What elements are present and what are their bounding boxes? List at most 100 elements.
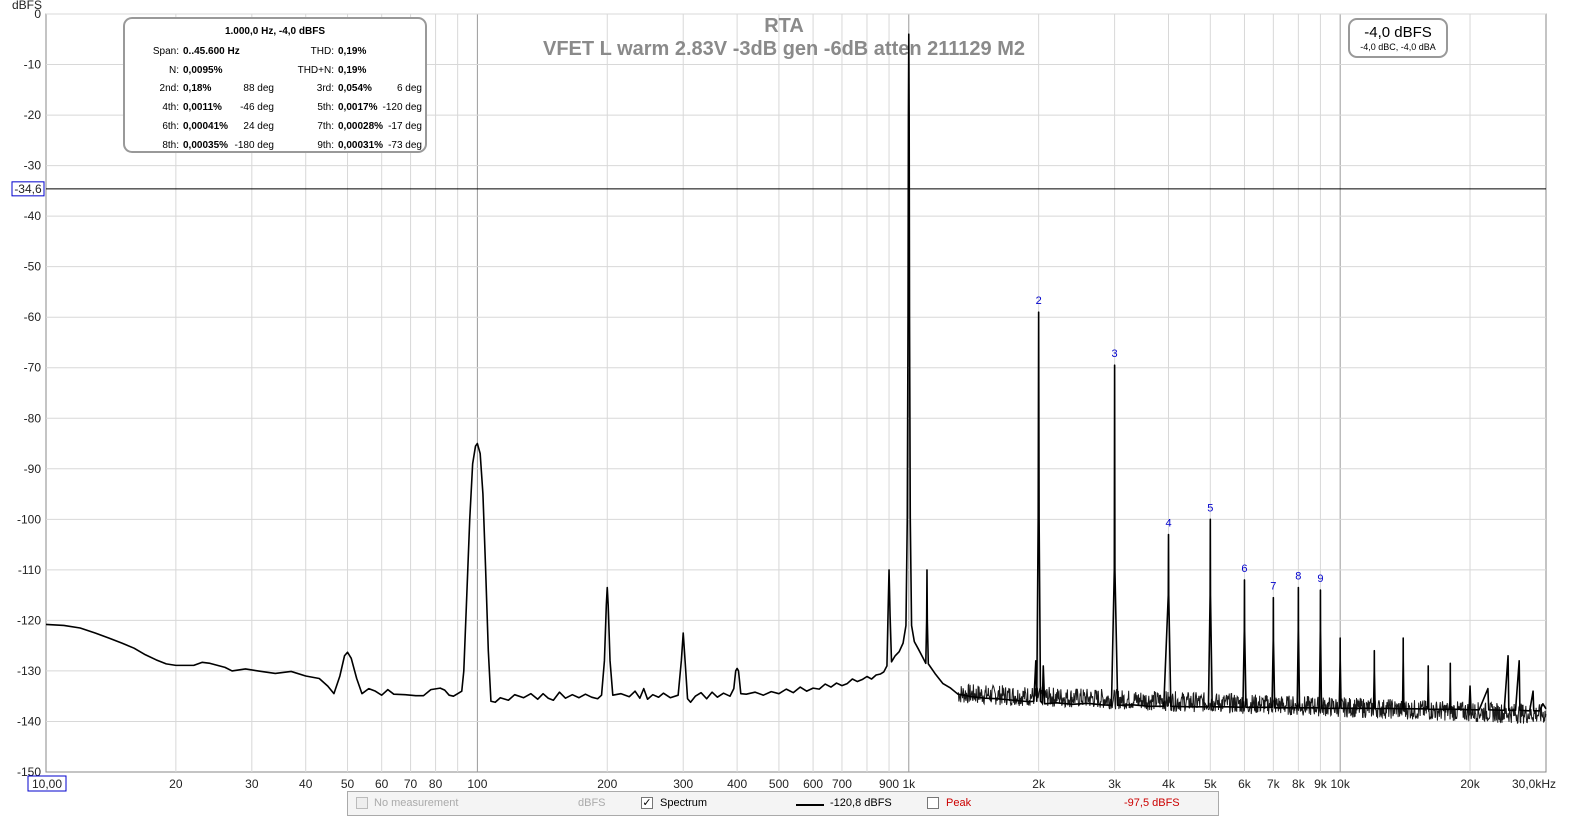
stats-cell: 0,18% bbox=[183, 83, 212, 95]
stats-cell: 0,00031% bbox=[338, 139, 384, 151]
level-readout: -4,0 dBFS -4,0 dBC, -4,0 dBA bbox=[1348, 18, 1448, 58]
x-tick-label: 300 bbox=[673, 777, 693, 791]
stats-cell: -17 deg bbox=[388, 120, 422, 132]
stats-cell: 7th: bbox=[317, 120, 334, 132]
stats-cell: Span: bbox=[152, 46, 179, 57]
stats-cell: 24 deg bbox=[243, 120, 274, 132]
stats-cell: 9th: bbox=[317, 139, 334, 151]
harmonic-marker-6: 6 bbox=[1241, 563, 1247, 575]
y-tick-label: -70 bbox=[24, 361, 42, 375]
x-tick-label: 20 bbox=[169, 777, 183, 791]
legend-bar: No measurement dBFS ✓ Spectrum -120,8 dB… bbox=[347, 791, 1219, 816]
stats-cell: 2nd: bbox=[159, 83, 179, 95]
y-tick-label: -10 bbox=[24, 58, 42, 72]
y-tick-label: -110 bbox=[18, 563, 41, 577]
stats-cell: 0..45.600 Hz bbox=[183, 46, 240, 57]
peak-label: Peak bbox=[946, 797, 972, 809]
y-tick-label: -40 bbox=[24, 209, 42, 223]
stats-cell: 6th: bbox=[162, 120, 179, 132]
x-tick-label: 700 bbox=[832, 777, 852, 791]
harmonic-marker-9: 9 bbox=[1317, 573, 1323, 585]
y-tick-label: -80 bbox=[24, 411, 42, 425]
y-tick-label: -50 bbox=[24, 260, 42, 274]
no-measurement-label: No measurement bbox=[374, 797, 459, 809]
x-tick-label: 60 bbox=[375, 777, 389, 791]
y-tick-label: -20 bbox=[24, 108, 42, 122]
spectrum-line-swatch bbox=[796, 804, 824, 806]
x-tick-label: 9k bbox=[1314, 777, 1328, 791]
y-tick-label: -140 bbox=[17, 714, 41, 728]
stats-cell: 0,0095% bbox=[183, 64, 223, 76]
x-tick-label: 20k bbox=[1460, 777, 1480, 791]
stats-header: 1.000,0 Hz, -4,0 dBFS bbox=[224, 26, 326, 37]
peak-value: -97,5 dBFS bbox=[1124, 797, 1180, 809]
stats-cell: 4th: bbox=[162, 102, 179, 114]
x-tick-label: 4k bbox=[1162, 777, 1176, 791]
x-axis: 10,00 20 30 40 50 60 70 80 100 200 300 400 500 600 700… bbox=[27, 775, 1556, 792]
y-tick-label: -30 bbox=[24, 159, 42, 173]
no-measurement-checkbox[interactable] bbox=[356, 797, 368, 809]
spectrum-label: Spectrum bbox=[660, 797, 708, 809]
stats-cell: -120 deg bbox=[382, 102, 422, 114]
stats-cell: 8th: bbox=[162, 139, 179, 151]
spectrum-checkbox[interactable]: ✓ bbox=[641, 797, 653, 809]
stats-cell: -46 deg bbox=[240, 102, 274, 114]
x-tick-label: 10k bbox=[1330, 777, 1350, 791]
stats-cell: 0,00041% bbox=[183, 120, 229, 132]
series-spectrum bbox=[45, 33, 1547, 712]
x-tick-label: 400 bbox=[727, 777, 747, 791]
stats-cell: 0,054% bbox=[338, 83, 372, 95]
stats-cell: 88 deg bbox=[243, 83, 274, 95]
x-tick-label: 600 bbox=[803, 777, 823, 791]
x-tick-label: 5k bbox=[1204, 777, 1218, 791]
stats-cell: 0,00035% bbox=[183, 139, 229, 151]
y-tick-label: -100 bbox=[17, 512, 41, 526]
x-tick-label: 200 bbox=[597, 777, 617, 791]
x-start-box bbox=[27, 775, 67, 792]
no-measurement-unit: dBFS bbox=[578, 797, 606, 809]
y-tick-label: -90 bbox=[24, 462, 42, 476]
series-noise-floor bbox=[957, 683, 1547, 725]
y-tick-label: -120 bbox=[17, 613, 41, 627]
harmonic-marker-4: 4 bbox=[1165, 517, 1171, 529]
x-tick-label: 70 bbox=[404, 777, 418, 791]
x-tick-label: 900 bbox=[879, 777, 899, 791]
cursor-value-label: -34,6 bbox=[14, 182, 42, 196]
cursor-line[interactable]: -34,6 bbox=[11, 181, 1546, 197]
stats-cell: 0,0011% bbox=[183, 102, 222, 114]
x-tick-label: 30,0kHz bbox=[1512, 777, 1556, 791]
x-tick-label: 80 bbox=[429, 777, 443, 791]
stats-cell: 3rd: bbox=[316, 83, 334, 95]
x-tick-label: 50 bbox=[341, 777, 355, 791]
stats-cell: THD+N: bbox=[297, 64, 334, 76]
y-axis-label: dBFS bbox=[12, 0, 42, 12]
x-tick-label: 8k bbox=[1292, 777, 1306, 791]
cursor-value-box bbox=[11, 181, 45, 197]
x-tick-label: 100 bbox=[467, 777, 487, 791]
y-axis: 0 -10 -20 -30 -40 -50 -60 -70 -80 -90 -100 -110 -120… bbox=[17, 7, 41, 779]
level-weighted: -4,0 dBC, -4,0 dBA bbox=[1360, 42, 1436, 52]
spectrum-value: -120,8 dBFS bbox=[830, 797, 892, 809]
x-tick-label: 2k bbox=[1032, 777, 1046, 791]
y-tick-label: 0 bbox=[34, 7, 41, 21]
harmonic-marker-7: 7 bbox=[1270, 581, 1276, 593]
x-tick-label: 7k bbox=[1267, 777, 1281, 791]
stats-cell: 5th: bbox=[317, 102, 334, 114]
harmonic-marker-3: 3 bbox=[1112, 348, 1118, 360]
level-main: -4,0 dBFS bbox=[1364, 24, 1432, 41]
peak-checkbox[interactable] bbox=[927, 797, 939, 809]
x-tick-label: 3k bbox=[1108, 777, 1122, 791]
x-tick-label: 40 bbox=[299, 777, 313, 791]
stats-cell: 0,0017% bbox=[338, 102, 378, 114]
stats-cell: 0,19% bbox=[338, 46, 367, 57]
distortion-stats-panel: 1.000,0 Hz, -4,0 dBFS Span: 0..45.600 Hz T… bbox=[123, 17, 427, 153]
stats-cell: -73 deg bbox=[388, 139, 422, 151]
x-tick-label: 10,00 bbox=[32, 777, 62, 791]
stats-cell: -180 deg bbox=[234, 139, 274, 151]
chart-subtitle: VFET L warm 2.83V -3dB gen -6dB atten 21… bbox=[543, 38, 1025, 60]
x-tick-label: 500 bbox=[769, 777, 789, 791]
stats-cell: 0,00028% bbox=[338, 120, 384, 132]
stats-cell: 6 deg bbox=[396, 83, 422, 95]
stats-cell: 0,19% bbox=[338, 64, 367, 76]
harmonic-marker-5: 5 bbox=[1207, 502, 1213, 514]
